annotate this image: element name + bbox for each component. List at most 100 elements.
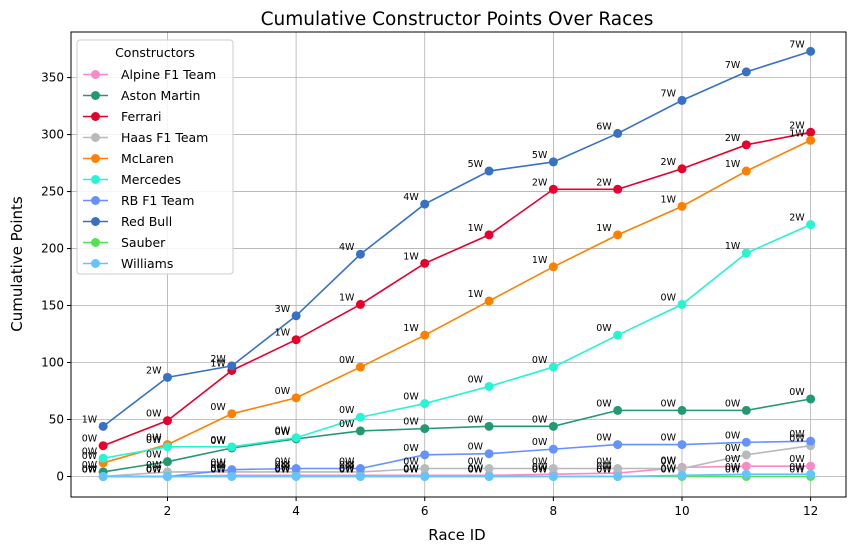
data-point [162,442,172,452]
data-point [806,127,816,137]
wins-label: 0W [275,463,291,474]
series-line [103,398,811,473]
data-point [291,433,301,443]
series-line [102,50,811,427]
wins-label: 0W [275,464,291,475]
wins-label: 0W [468,442,484,453]
data-point [291,335,301,345]
data-point [548,157,558,167]
wins-label: 0W [275,386,291,397]
wins-label: 0W [661,433,677,444]
wins-label: 0W [210,436,226,447]
data-point [420,330,430,340]
legend-label: Red Bull [121,214,172,229]
x-axis-title: Race ID [428,526,486,544]
data-point [484,381,494,391]
data-point [741,450,751,460]
wins-label: 1W [275,328,291,339]
wins-label: 1W [468,289,484,300]
wins-label: 0W [725,398,741,409]
wins-label: 0W [596,464,612,475]
legend-label: Haas F1 Team [121,130,208,145]
wins-label: 0W [146,433,162,444]
wins-label: 0W [532,457,548,468]
data-point [291,393,301,403]
data-point [741,140,751,150]
wins-label: 0W [82,434,98,445]
chart-title: Cumulative Constructor Points Over Races [261,9,654,30]
wins-label: 0W [789,434,805,445]
y-tick-label: 200 [41,242,64,256]
series-line [103,465,811,478]
wins-label: 4W [403,192,419,203]
wins-label: 7W [789,39,805,50]
series-lines [98,46,816,481]
legend-label: RB F1 Team [121,193,194,208]
wins-label: 2W [789,213,805,224]
wins-label: 0W [468,463,484,474]
wins-label: 1W [532,255,548,266]
wins-label: 2W [532,177,548,188]
data-point [420,464,430,474]
wins-label: 2W [596,177,612,188]
data-point [613,471,623,481]
wins-label: 2W [146,365,162,376]
legend-box [76,39,234,275]
wins-label: 0W [725,464,741,475]
data-point [355,464,365,474]
wins-label: 0W [146,464,162,475]
wins-label: 2W [210,354,226,365]
wins-label: 0W [82,451,98,462]
x-tick-label: 12 [803,504,818,518]
wins-label: 0W [82,464,98,475]
y-tick-label: 150 [41,299,64,313]
data-point [548,421,558,431]
data-point [677,299,687,309]
data-point [484,166,494,176]
wins-label: 7W [661,88,677,99]
data-point [548,262,558,272]
wins-label: 0W [532,355,548,366]
data-point [484,471,494,481]
wins-label: 0W [789,387,805,398]
wins-label: 0W [532,464,548,475]
y-tick-label: 350 [41,71,64,85]
wins-label: 1W [403,251,419,262]
y-tick-label: 250 [41,185,64,199]
wins-label: 0W [210,458,226,469]
data-point [613,405,623,415]
data-point [548,464,558,474]
data-point [613,230,623,240]
wins-label: 0W [275,427,291,438]
data-point [806,436,816,446]
wins-label: 0W [210,460,226,471]
series-line [103,444,811,478]
y-tick-label: 300 [41,128,64,142]
legend-swatch-marker [91,175,100,184]
legend-label: Williams [121,256,173,271]
wins-label: 4W [339,242,355,253]
wins-label: 0W [661,463,677,474]
data-point [677,405,687,415]
data-point [420,471,430,481]
wins-label: 0W [210,435,226,446]
x-tick-label: 10 [674,504,689,518]
wins-label: 0W [468,374,484,385]
wins-label: 0W [661,292,677,303]
data-point [355,249,365,259]
data-point [355,426,365,436]
wins-label: 0W [82,464,98,475]
series-line [103,440,811,478]
wins-label: 0W [789,454,805,465]
data-point [806,394,816,404]
wins-label: 1W [468,223,484,234]
wins-label: 0W [725,443,741,454]
data-point [677,201,687,211]
data-point [98,471,108,481]
data-point [355,362,365,372]
wins-label: 0W [82,464,98,475]
wins-label: 0W [468,414,484,425]
wins-label: 1W [789,128,805,139]
legend-items: Alpine F1 Team Aston Martin Ferrari Haas F1… [83,67,216,271]
legend-label: Mercedes [121,172,181,187]
